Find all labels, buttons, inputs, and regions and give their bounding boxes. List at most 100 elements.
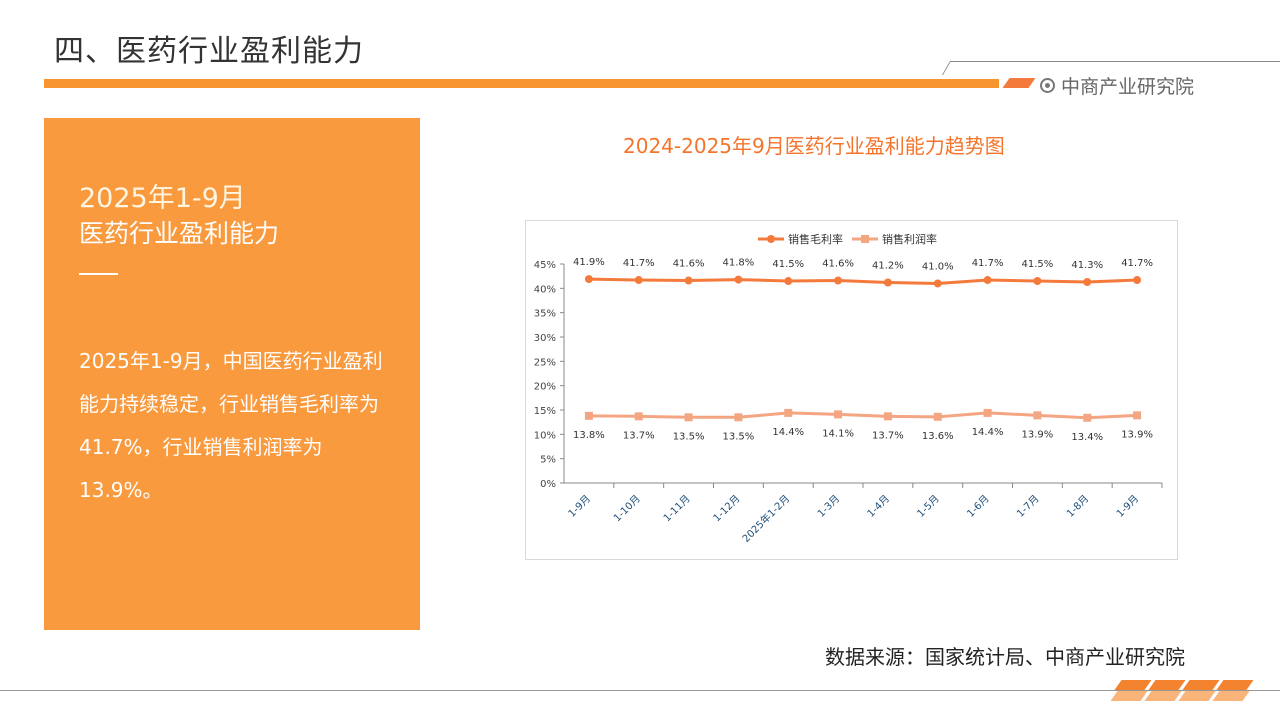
data-label: 41.3% — [1071, 260, 1103, 271]
data-point — [634, 412, 643, 421]
y-tick-label: 20% — [534, 382, 556, 393]
data-point — [584, 275, 593, 284]
series-line-0 — [588, 277, 1138, 285]
x-tick-label: 1-5月 — [915, 493, 942, 520]
decor-stripe — [1114, 680, 1152, 690]
x-tick-label: 1-7月 — [1014, 493, 1041, 520]
data-label: 14.4% — [972, 427, 1004, 438]
x-tick-label: 1-10月 — [611, 493, 643, 525]
header-line — [950, 61, 1280, 62]
panel-heading-topic: 医药行业盈利能力 — [79, 219, 280, 248]
y-tick-label: 30% — [534, 333, 556, 344]
data-label: 41.8% — [723, 258, 755, 269]
x-tick-label: 1-6月 — [965, 493, 992, 520]
x-tick-label: 1-3月 — [815, 493, 842, 520]
brand: 中商产业研究院 — [1040, 72, 1194, 99]
data-point — [834, 276, 843, 285]
chart-frame: 0% 5% 10% 15% 20% 25% 30% 35% 40% 45% 1-9月 1-10月 1-1… — [525, 220, 1178, 560]
decor-stripe — [1110, 691, 1148, 701]
line-chart: 0% 5% 10% 15% 20% 25% 30% 35% 40% 45% 1-9月 1-10月 1-1… — [534, 232, 1163, 545]
data-label: 13.9% — [1022, 429, 1054, 440]
series-line-1 — [588, 411, 1138, 420]
data-label: 41.7% — [623, 258, 655, 269]
x-tick-label: 1-4月 — [865, 493, 892, 520]
data-label: 41.9% — [573, 257, 605, 268]
data-point — [734, 275, 743, 284]
x-tick-label: 1-12月 — [711, 493, 743, 525]
data-label: 14.4% — [772, 427, 804, 438]
data-point — [1133, 276, 1142, 285]
data-label: 13.8% — [573, 430, 605, 441]
panel-heading-period: 2025年1-9月 — [79, 183, 246, 214]
x-tick-label: 1-9月 — [1114, 493, 1141, 520]
decor-stripe — [1212, 691, 1250, 701]
data-label: 41.0% — [922, 261, 954, 272]
data-label: 13.6% — [922, 431, 954, 442]
data-point — [933, 279, 942, 288]
panel-divider — [79, 273, 118, 275]
decor-stripe — [1216, 680, 1254, 690]
x-tick-label: 1-9月 — [566, 493, 593, 520]
page-title: 四、医药行业盈利能力 — [54, 34, 364, 69]
data-point — [684, 413, 693, 422]
legend-label: 销售利润率 — [882, 232, 937, 246]
data-label: 14.1% — [822, 428, 854, 439]
data-point — [1033, 277, 1042, 286]
data-label: 13.5% — [673, 431, 705, 442]
header-line-slash — [941, 61, 952, 75]
summary-panel: 2025年1-9月 医药行业盈利能力 2025年1-9月，中国医药行业盈利能力持… — [44, 118, 420, 630]
data-point — [883, 278, 892, 287]
data-point — [933, 412, 942, 421]
data-label: 13.7% — [872, 430, 904, 441]
data-point — [734, 413, 743, 422]
footer-line — [0, 690, 1280, 691]
target-icon — [1040, 78, 1055, 93]
data-label: 41.5% — [772, 259, 804, 270]
data-point — [1033, 411, 1042, 420]
data-point — [784, 277, 793, 286]
data-label: 41.2% — [872, 260, 904, 271]
decor-stripe — [1144, 691, 1182, 701]
data-point — [634, 276, 643, 285]
data-point — [1133, 411, 1142, 420]
y-tick-label: 40% — [534, 284, 556, 295]
data-point — [1083, 413, 1092, 422]
data-label: 13.7% — [623, 430, 655, 441]
data-label: 13.5% — [723, 431, 755, 442]
panel-body: 2025年1-9月，中国医药行业盈利能力持续稳定，行业销售毛利率为41.7%，行… — [79, 349, 383, 502]
data-source: 数据来源：国家统计局、中商产业研究院 — [825, 645, 1185, 669]
brand-name: 中商产业研究院 — [1061, 76, 1195, 98]
y-tick-label: 15% — [534, 406, 556, 417]
data-label: 41.6% — [822, 259, 854, 270]
data-label: 41.7% — [972, 258, 1004, 269]
y-tick-label: 45% — [534, 260, 556, 271]
legend-marker — [861, 235, 869, 243]
data-point — [784, 408, 793, 417]
data-point — [684, 276, 693, 285]
data-point — [983, 408, 992, 417]
data-point — [983, 276, 992, 285]
y-tick-label: 25% — [534, 357, 556, 368]
y-tick-label: 5% — [540, 455, 556, 466]
y-tick-label: 35% — [534, 309, 556, 320]
data-point — [584, 411, 593, 420]
decor-stripe — [1178, 691, 1216, 701]
chart-title: 2024-2025年9月医药行业盈利能力趋势图 — [623, 134, 1005, 158]
data-label: 13.9% — [1121, 429, 1153, 440]
data-label: 41.5% — [1022, 259, 1054, 270]
data-point — [1083, 278, 1092, 287]
data-point — [834, 410, 843, 419]
data-point — [883, 412, 892, 421]
y-tick-label: 10% — [534, 430, 556, 441]
decor-stripe — [1182, 680, 1220, 690]
data-label: 41.7% — [1121, 258, 1153, 269]
x-tick-label: 1-8月 — [1064, 493, 1091, 520]
title-underline-bar — [44, 79, 999, 88]
data-label: 41.6% — [673, 259, 705, 270]
legend-marker — [767, 235, 775, 243]
x-tick-label: 2025年1-2月 — [739, 492, 792, 545]
decor-stripe — [1148, 680, 1186, 690]
x-tick-label: 1-11月 — [661, 493, 693, 525]
legend-label: 销售毛利率 — [788, 232, 843, 246]
data-label: 13.4% — [1071, 432, 1103, 443]
